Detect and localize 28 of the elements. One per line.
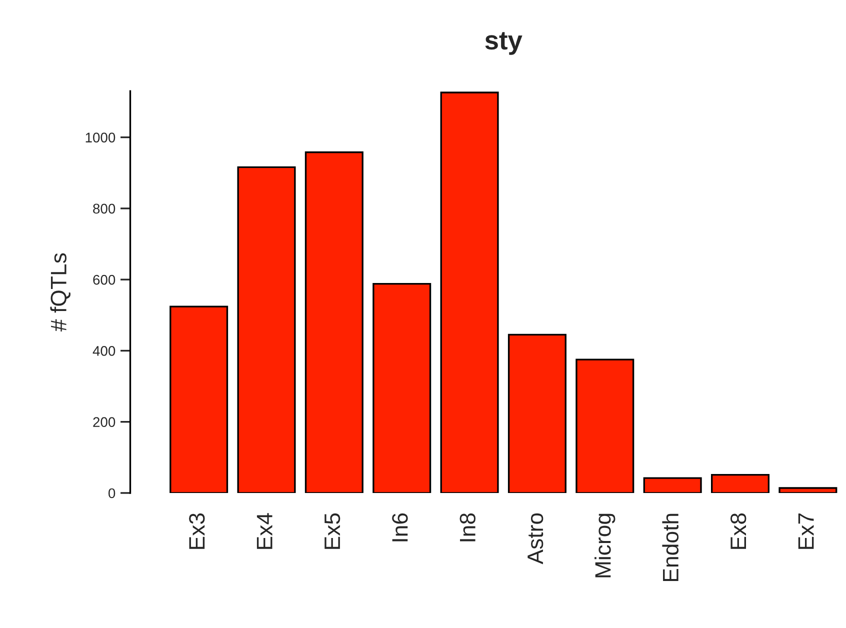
- y-tick-label: 1000: [86, 132, 116, 142]
- bar: [237, 166, 296, 493]
- chart-title: sty: [485, 32, 522, 55]
- bar: [576, 358, 634, 493]
- bar: [710, 474, 770, 493]
- x-tick-label: In6: [392, 513, 408, 542]
- bar: [440, 92, 499, 493]
- x-tick-label: Microg: [594, 514, 616, 578]
- y-tick-label: 0: [108, 488, 116, 498]
- x-tick-label: Ex5: [324, 513, 340, 549]
- bar: [170, 306, 228, 493]
- bar: [508, 334, 566, 493]
- x-tick-label: In8: [460, 513, 476, 542]
- y-tick-label: 600: [93, 274, 116, 285]
- bar: [304, 151, 364, 493]
- y-tick-label: 400: [92, 346, 116, 356]
- bar: [643, 477, 702, 493]
- y-axis-title: # fQTLs: [50, 253, 70, 332]
- x-tick-label: Endoth: [662, 514, 679, 582]
- y-tick-label: 200: [93, 417, 116, 428]
- x-tick-label: Ex8: [730, 513, 746, 549]
- x-tick-label: Astro: [528, 513, 544, 564]
- x-tick-label: Ex4: [256, 513, 272, 549]
- bar: [372, 283, 432, 493]
- x-tick-label: Ex7: [798, 514, 814, 549]
- y-tick-label: 800: [93, 204, 116, 214]
- x-tick-label: Ex3: [189, 513, 205, 549]
- bar: [778, 487, 838, 493]
